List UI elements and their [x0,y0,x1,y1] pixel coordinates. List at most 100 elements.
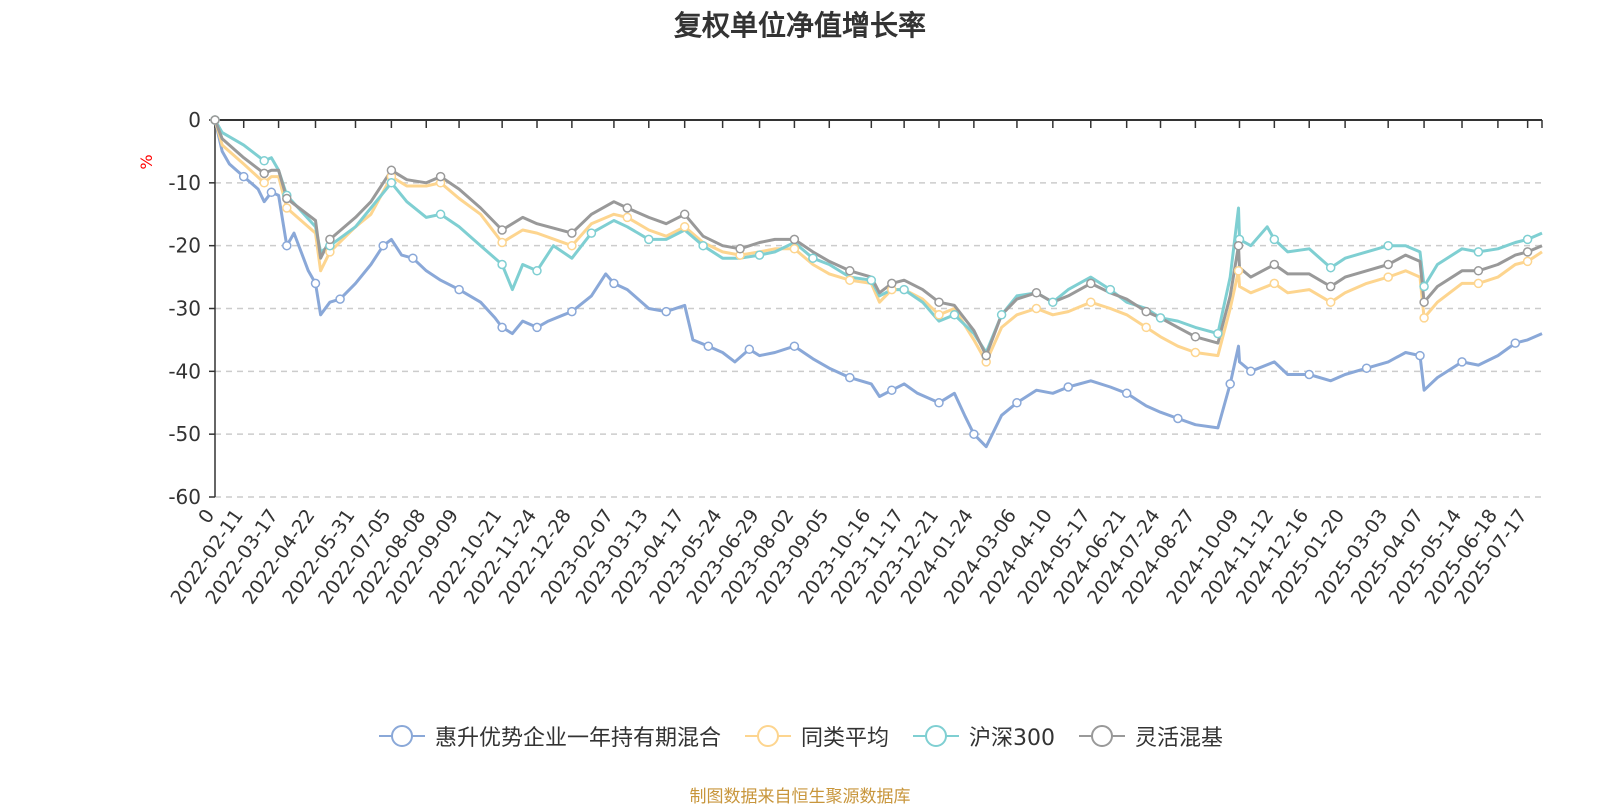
y-tick-label: -20 [168,234,201,258]
series-point [789,234,800,245]
series-point [1269,234,1280,245]
series-point [1105,284,1116,295]
series-point [1419,297,1429,307]
series-point [1325,297,1336,307]
series-point [1269,278,1280,289]
series-point [435,209,446,220]
series-point [310,278,321,289]
series-markers [210,115,1533,439]
y-tick-label: -30 [168,297,201,321]
series-point [266,187,277,198]
series-point [497,322,507,333]
legend-marker-icon [744,725,791,747]
series-point [1419,313,1429,323]
series-point [1121,388,1132,399]
series-point [887,278,897,289]
series-point [754,250,765,260]
series-point [282,240,292,251]
series-point [1325,281,1336,292]
series-point [325,234,335,245]
series-point [408,253,418,263]
y-tick-label: -40 [168,359,201,383]
series-point [567,240,577,251]
legend-item[interactable]: 沪深300 [911,720,1055,752]
series-point [567,306,577,317]
series-point [1269,259,1280,270]
series-point [1473,247,1484,257]
series-point [789,244,800,254]
series-point [789,341,800,351]
source-note: 制图数据来自恒生聚源数据库 [689,787,911,807]
series-point [210,115,220,125]
series-point [454,284,464,295]
series-point [1031,288,1042,298]
series-point [1012,398,1022,408]
series-point [378,240,388,251]
legend-item[interactable]: 灵活混基 [1077,720,1223,752]
series-point [497,237,507,248]
series-point [567,228,577,238]
legend-item[interactable]: 惠升优势企业一年持有期混合 [377,720,721,752]
series-point [622,203,633,213]
series-point [1325,262,1336,273]
axes [209,119,1543,498]
series-point [622,212,633,223]
y-tick-label: 0 [188,108,201,132]
series-point [1155,313,1166,323]
series-point [934,398,944,408]
legend-marker-icon [378,725,425,747]
series-point [259,156,269,166]
series-point [497,259,507,270]
series-point [386,178,397,188]
series-point [679,222,690,232]
series-point [996,310,1007,320]
series-point [1457,357,1467,367]
series-point [703,341,714,351]
series-point [735,244,745,254]
series-point [282,193,292,204]
series-point [644,234,654,245]
series-point [1086,278,1096,289]
series-point [497,225,507,235]
series-point [1233,240,1244,251]
series-point [386,165,397,176]
legend-marker-icon [1079,725,1125,747]
legend-label: 灵活混基 [1135,726,1224,751]
series-point [1473,266,1484,276]
y-axis-unit: % [137,154,156,169]
legend-item[interactable]: 同类平均 [743,720,889,752]
series-point [679,209,690,220]
series-point [1383,272,1393,282]
series-point [1141,322,1151,333]
y-tick-label: -60 [168,485,201,509]
series-point [335,294,345,304]
legend: 惠升优势企业一年持有期混合 同类平均 沪深300 灵活混基 [0,720,1600,752]
series-point [532,322,542,333]
series-point [259,178,269,188]
grid-lines [215,182,1542,498]
y-tick-label: -10 [168,171,201,195]
series-point [1225,379,1235,389]
series-point [1190,347,1201,358]
series-point [1048,297,1058,307]
tick-labels: 0-10-20-30-40-50-60%02022-02-112022-03-1… [137,108,1532,608]
series-point [934,310,944,320]
series-point [698,240,708,251]
series-point [1190,332,1201,342]
series-point [899,284,909,295]
legend-label: 同类平均 [800,726,889,751]
series-point [661,306,671,317]
series-point [744,344,755,355]
series-line-0 [213,119,1543,449]
series-lines [213,119,1543,449]
series-point [1510,338,1521,348]
series-point [1213,328,1223,339]
series-point [532,266,542,276]
series-point [1383,259,1393,270]
legend-label: 沪深300 [969,726,1055,751]
series-point [282,203,292,213]
series-point [1031,303,1042,314]
series-point [1522,234,1533,245]
series-point [238,171,249,182]
